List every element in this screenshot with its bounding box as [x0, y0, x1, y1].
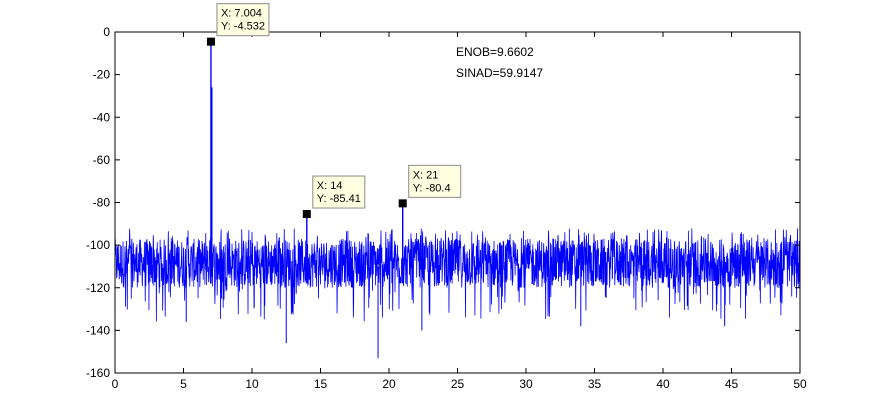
data-tip-x: X: 14	[317, 180, 343, 192]
y-tick-label: -120	[86, 281, 110, 295]
axis-ticks: 0 5 10 15 20 25 30 35 40 45 50 0 -20 -40 -60 -80 -100 -12…	[86, 25, 807, 391]
data-tip-x: X: 7.004	[221, 8, 262, 20]
data-tip-marker[interactable]	[302, 210, 311, 219]
y-tick-label: -140	[86, 323, 110, 337]
x-tick-label: 35	[588, 377, 602, 391]
x-tick-label: 50	[793, 377, 807, 391]
y-tick-label: -160	[86, 366, 110, 380]
y-tick-label: -20	[93, 68, 111, 82]
x-tick-label: 20	[382, 377, 396, 391]
data-tip-y: Y: -4.532	[221, 21, 265, 33]
y-tick-label: 0	[103, 25, 110, 39]
x-tick-label: 10	[245, 377, 259, 391]
x-tick-label: 15	[314, 377, 328, 391]
x-tick-label: 5	[180, 377, 187, 391]
sinad-annotation: SINAD=59.9147	[456, 66, 543, 80]
x-tick-label: 45	[725, 377, 739, 391]
y-tick-label: -100	[86, 238, 110, 252]
x-tick-label: 25	[451, 377, 465, 391]
plot-area	[115, 32, 800, 373]
data-tip-box	[216, 3, 270, 37]
data-tip-y: Y: -80.4	[413, 182, 451, 194]
x-tick-label: 0	[112, 377, 119, 391]
data-tip-marker[interactable]	[206, 37, 215, 46]
x-tick-label: 40	[656, 377, 670, 391]
y-tick-label: -60	[93, 153, 111, 167]
data-tip-marker[interactable]	[398, 199, 407, 208]
y-tick-label: -40	[93, 110, 111, 124]
enob-annotation: ENOB=9.6602	[456, 45, 534, 59]
data-tip-x: X: 21	[413, 169, 439, 181]
data-tip-box	[408, 164, 462, 198]
spectrum-series	[114, 41, 801, 359]
x-tick-label: 30	[519, 377, 533, 391]
data-tip-box	[312, 175, 366, 209]
data-tip-y: Y: -85.41	[317, 193, 361, 205]
noise-floor-trace	[114, 228, 801, 322]
y-tick-label: -80	[93, 196, 111, 210]
